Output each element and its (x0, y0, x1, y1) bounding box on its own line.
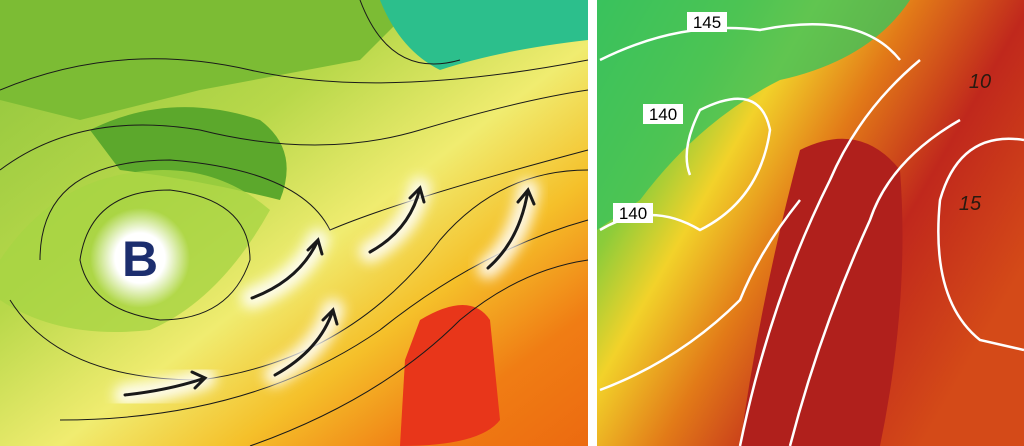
contour-line (359, 0, 461, 65)
contour-line (0, 89, 589, 171)
label-box (643, 104, 683, 124)
contour-line (599, 97, 772, 232)
low-glow (90, 208, 190, 308)
teal-area (380, 0, 588, 70)
red-area (400, 305, 500, 446)
contour-line (738, 59, 921, 446)
isotherm-label: 15 (959, 193, 982, 215)
contour-label: 145 (693, 13, 721, 32)
contour-line (0, 58, 589, 91)
right-map: 145 140 140 10 15 (597, 0, 1024, 446)
contour-label: 140 (619, 204, 647, 223)
contour-line (599, 23, 901, 62)
contour-line (599, 199, 801, 392)
arrow (250, 237, 324, 300)
contour-label: 140 (649, 105, 677, 124)
green-area (0, 0, 420, 120)
contour-line (39, 149, 589, 261)
arrow (273, 307, 339, 377)
arrow (368, 185, 426, 254)
contour-line (788, 118, 961, 446)
green-area (597, 0, 910, 230)
contour-line (937, 137, 1024, 352)
low-pressure-label: B (122, 231, 158, 287)
label-box (687, 12, 727, 32)
isotherm-label: 10 (969, 71, 991, 93)
contours (599, 23, 1024, 446)
label-box (613, 203, 653, 223)
arrow (123, 370, 208, 397)
contour-line (79, 189, 251, 321)
left-map: B (0, 0, 589, 446)
contour-line (249, 259, 589, 446)
dark-red-area (740, 138, 903, 446)
flow-arrows (114, 177, 539, 406)
dark-green-area (90, 107, 287, 200)
arrow (486, 187, 536, 270)
